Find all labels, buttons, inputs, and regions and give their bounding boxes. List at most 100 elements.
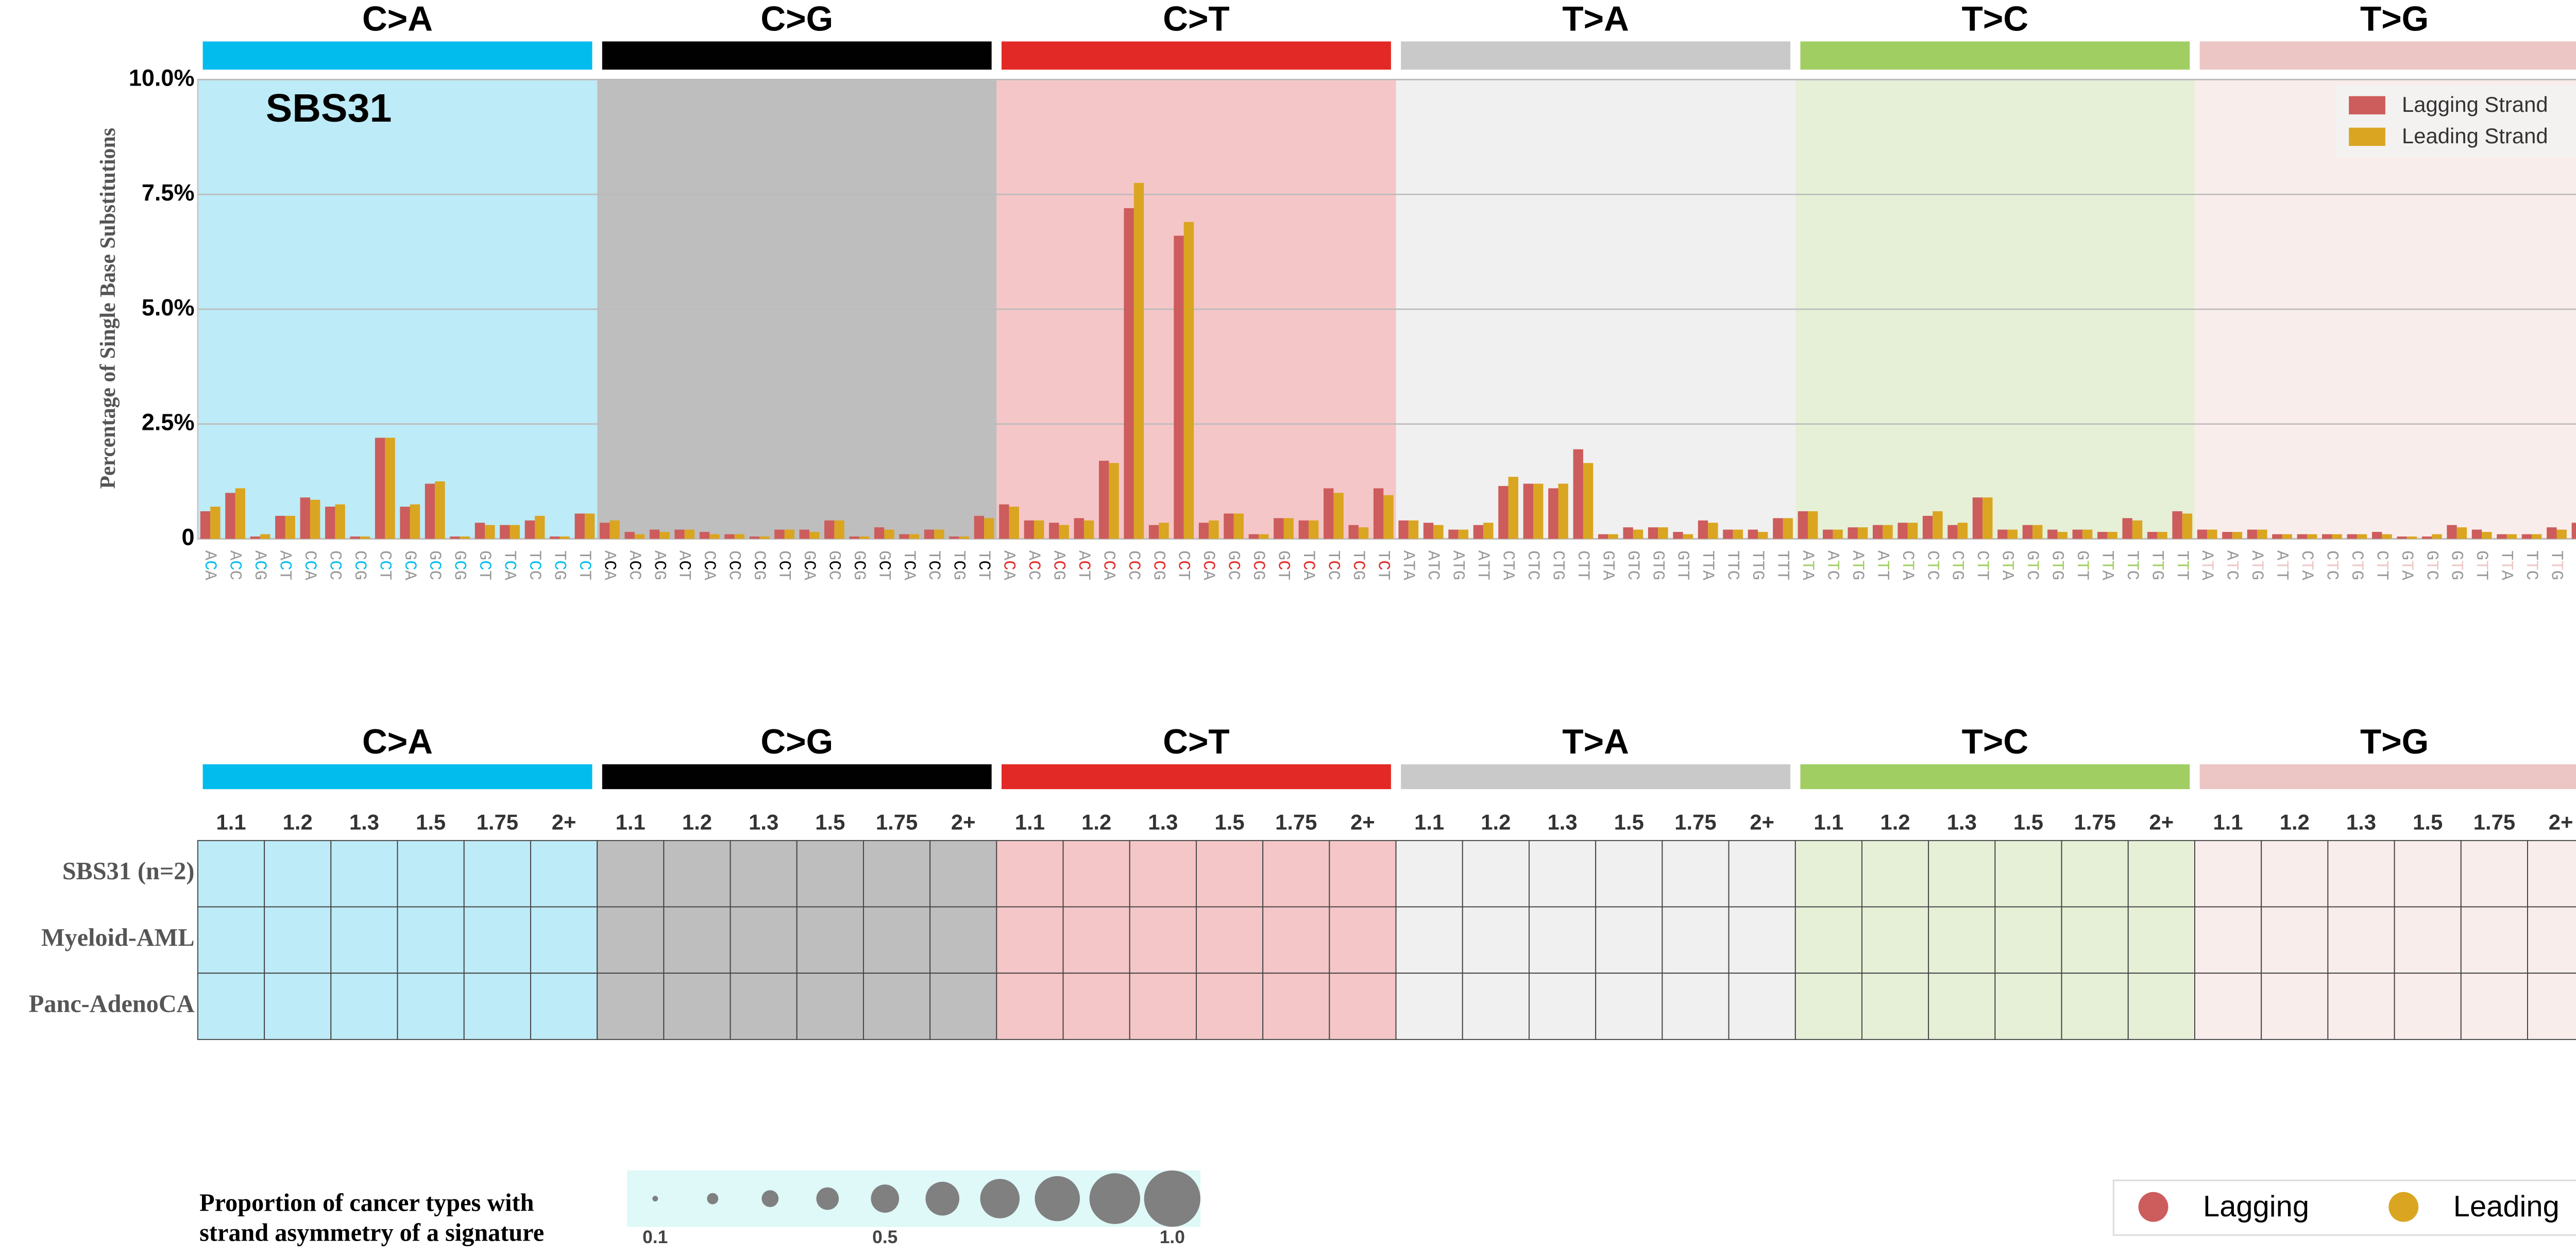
bar [2132,520,2143,539]
table-cell [730,973,798,1040]
bar [1947,525,1958,539]
bar [2072,529,2082,539]
bar [1348,525,1359,539]
bar [849,536,859,539]
x-tick-label: ATA [2198,550,2217,581]
bar [1583,463,1594,539]
bar [684,529,695,539]
x-tick-label: GCT [476,550,495,580]
bar [799,529,809,539]
bar [909,534,920,539]
size-legend-tick: 0.1 [642,1227,668,1247]
x-tick-label: ACT [675,550,694,580]
x-tick-label: CTC [1923,550,1942,580]
bar [2456,527,2467,539]
bar [1423,523,1434,539]
table-row-label: Myeloid-AML [41,924,194,951]
bar [1897,523,1908,539]
x-tick-label: CCT [1174,550,1193,580]
bar [285,515,295,539]
table-cell [1195,906,1264,974]
bar [1758,532,1768,539]
bar [1483,523,1494,539]
x-tick-label: GTA [1599,550,1618,581]
table-column-label: 1.1 [216,810,246,834]
table-cell [1529,840,1597,908]
x-tick-label: ACG [650,550,669,580]
table-column-label: 1.75 [1275,810,1317,834]
bar [1558,483,1568,539]
bar [2357,534,2367,539]
size-legend-circle [871,1184,900,1213]
table-cell [796,973,864,1040]
bar [1059,525,1069,539]
x-tick-label: ATC [1823,550,1842,580]
bar [450,536,460,539]
table-cell [2061,973,2129,1040]
bar [1533,483,1544,539]
table-column-label: 1.3 [1548,810,1578,834]
table-cell [2061,906,2129,974]
bar [300,497,310,539]
table-cell [264,906,332,974]
bar [2057,532,2067,539]
x-tick-label: GCC [825,550,844,580]
x-tick-label: TTA [2497,550,2516,581]
x-tick-label: ATA [1399,550,1418,581]
table-cell [597,906,665,974]
table-cell [1994,840,2062,908]
bar [974,515,985,539]
bar [1433,525,1444,539]
table-column-label: 2+ [1350,810,1375,834]
bar [2272,534,2282,539]
size-legend-circle [652,1196,658,1202]
bar [1034,520,1044,539]
bar [510,525,520,539]
table-column-label: 1.1 [2213,810,2243,834]
bar [1783,518,1793,539]
x-tick-label: CCG [350,550,369,580]
x-tick-label: GCT [875,550,894,580]
bar [649,529,660,539]
bar [1798,511,1808,539]
bar [1274,518,1284,539]
table-cell [1529,973,1597,1040]
x-tick-label: ACA [999,550,1019,581]
strand-legend-marker [2138,1192,2168,1222]
legend-label: Lagging Strand [2402,92,2548,116]
table-cell [197,906,265,974]
x-tick-label: TTG [2148,550,2167,580]
bar [1259,534,1269,539]
bar [1383,495,1394,539]
legend-swatch [2349,96,2385,114]
x-tick-label: ATC [1424,550,1443,580]
table-cell [2261,973,2329,1040]
bar [984,518,994,539]
table-cell [1728,840,1796,908]
bar [1683,534,1693,539]
table-column-label: 1.2 [2280,810,2310,834]
x-tick-label: GCG [850,550,869,580]
bar [2347,534,2357,539]
legend-label: Leading Strand [2402,124,2548,148]
table-group-bar [1401,764,1791,790]
bar [1133,182,1144,539]
bar [674,529,685,539]
bar [1448,529,1459,539]
bar [1708,523,1718,539]
x-tick-label: GCT [1274,550,1293,580]
table-cell [2127,973,2195,1040]
table-group-bar [602,764,992,790]
bar [1982,497,1993,539]
table-cell [1794,906,1862,974]
x-tick-label: CTA [2298,550,2317,581]
bar [1872,525,1883,539]
bar [535,515,545,539]
bar [310,499,320,539]
bar [824,520,835,539]
table-cell [1329,973,1397,1040]
bar [1723,529,1733,539]
table-group-label: T>C [1962,723,2028,761]
strand-legend-marker [2388,1192,2419,1222]
